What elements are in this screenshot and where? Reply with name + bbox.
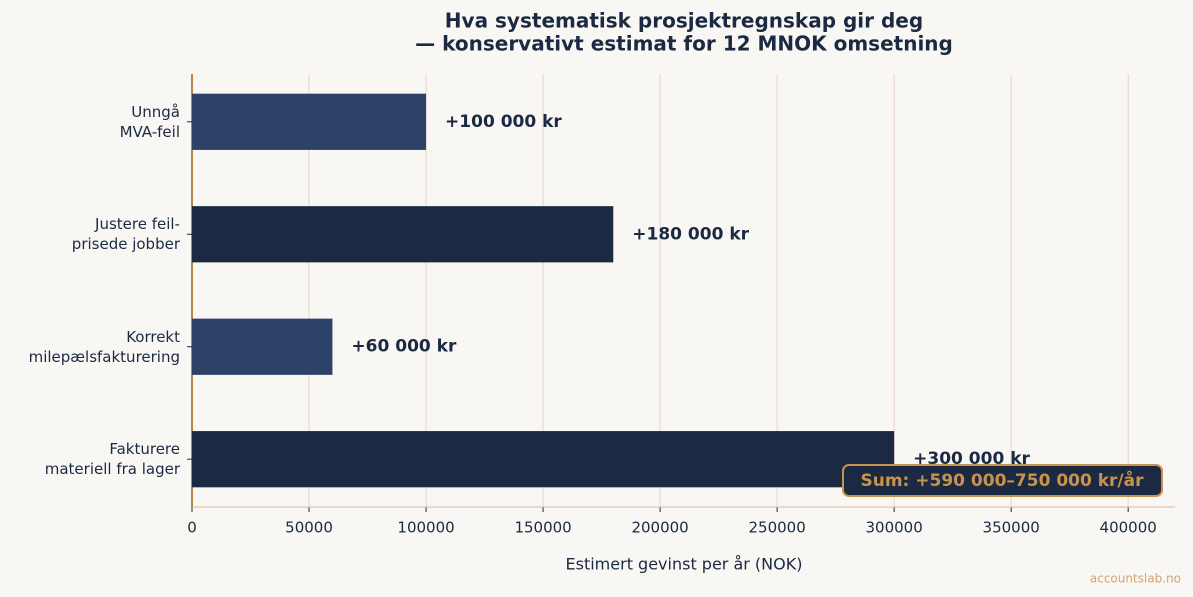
- bar: [192, 431, 895, 488]
- bar: [192, 93, 427, 150]
- x-tick-label: 100000: [397, 519, 454, 537]
- y-tick-label: Fakturere materiell fra lager: [44, 440, 180, 479]
- annotation: Sum: +590 000–750 000 kr/år: [861, 469, 1145, 491]
- bar: [192, 206, 614, 263]
- y-tick-label: Korrekt milepælsfakturering: [28, 327, 180, 366]
- chart-title: Hva systematisk prosjektregnskap gir deg: [445, 9, 923, 33]
- x-tick-label: 0: [187, 519, 197, 537]
- y-tick-label: Justere feil- prisede jobber: [71, 215, 180, 254]
- value-label: +100 000 kr: [445, 112, 562, 132]
- x-tick-label: 50000: [285, 519, 333, 537]
- x-tick-label: 350000: [983, 519, 1040, 537]
- y-tick-label: Unngå MVA-feil: [119, 102, 180, 141]
- chart-subtitle: — konservativt estimat for 12 MNOK omset…: [415, 32, 953, 56]
- value-label: +60 000 kr: [351, 337, 457, 357]
- x-tick-label: 400000: [1100, 519, 1157, 537]
- bar: [192, 318, 333, 375]
- x-tick-label: 200000: [631, 519, 688, 537]
- x-tick-label: 300000: [866, 519, 923, 537]
- watermark: accountslab.no: [1090, 572, 1181, 586]
- value-label: +180 000 kr: [632, 224, 749, 244]
- x-tick-label: 250000: [748, 519, 805, 537]
- x-axis-label: Estimert gevinst per år (NOK): [566, 555, 803, 574]
- annotation-box: [842, 464, 1163, 497]
- x-tick-label: 150000: [514, 519, 571, 537]
